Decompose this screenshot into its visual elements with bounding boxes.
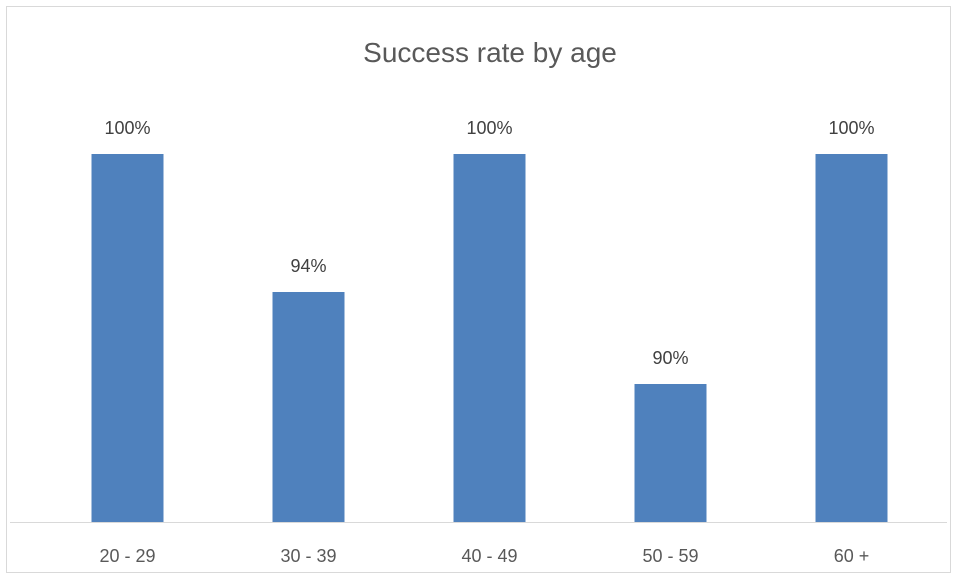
chart-frame: Success rate by age 100% 94% 100% 90% 100% 2… [6,6,951,573]
x-tick-label-3: 50 - 59 [642,546,698,566]
bar-4 [815,154,888,522]
bar-0 [91,154,164,522]
bars-group [91,154,888,522]
x-tick-label-4: 60 + [834,546,870,566]
chart-title: Success rate by age [363,37,617,68]
data-label-3: 90% [652,348,688,368]
bar-chart: Success rate by age 100% 94% 100% 90% 100% 2… [10,37,947,566]
data-labels-group: 100% 94% 100% 90% 100% [104,118,874,368]
bar-3 [634,384,707,522]
x-tick-label-1: 30 - 39 [280,546,336,566]
bar-2 [453,154,526,522]
x-tick-label-2: 40 - 49 [461,546,517,566]
x-tick-label-0: 20 - 29 [99,546,155,566]
bar-1 [272,292,345,522]
data-label-0: 100% [104,118,150,138]
data-label-4: 100% [828,118,874,138]
data-label-2: 100% [466,118,512,138]
x-axis-tick-labels: 20 - 29 30 - 39 40 - 49 50 - 59 60 + [99,546,869,566]
data-label-1: 94% [290,256,326,276]
